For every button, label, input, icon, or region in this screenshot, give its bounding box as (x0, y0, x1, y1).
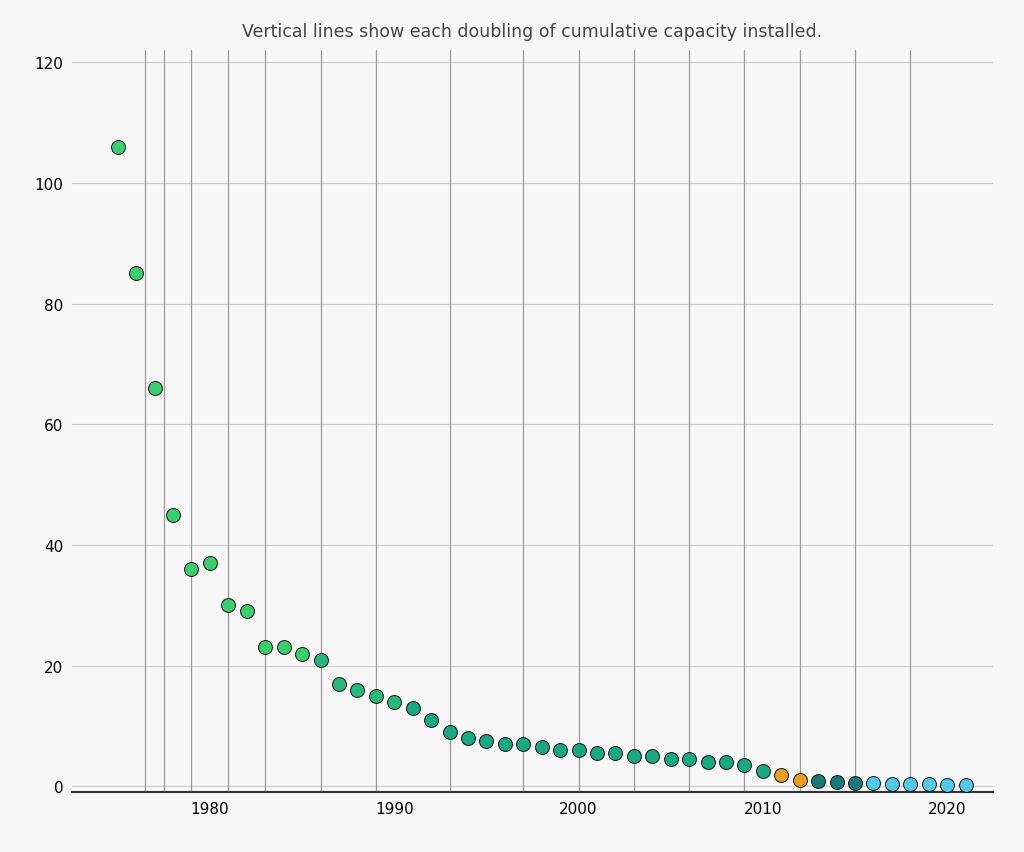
Point (460, 731, 476, 745)
Point (404, 701, 421, 715)
Point (275, 641, 292, 654)
Point (202, 556, 218, 570)
Point (165, 509, 181, 522)
Point (957, 779, 974, 792)
Point (755, 764, 771, 778)
Point (239, 605, 255, 619)
Point (884, 777, 900, 791)
Point (939, 779, 955, 792)
Point (570, 743, 587, 757)
Point (921, 778, 937, 792)
Point (478, 734, 495, 748)
Point (589, 746, 605, 760)
Point (294, 647, 310, 660)
Point (257, 641, 273, 654)
Title: Vertical lines show each doubling of cumulative capacity installed.: Vertical lines show each doubling of cum… (243, 23, 822, 41)
Point (146, 382, 163, 395)
Point (368, 689, 384, 703)
Point (736, 758, 753, 772)
Point (718, 756, 734, 769)
Point (681, 752, 697, 766)
Point (810, 774, 826, 788)
Point (441, 725, 458, 739)
Point (607, 746, 624, 760)
Point (792, 774, 808, 787)
Point (515, 737, 531, 751)
Point (552, 743, 568, 757)
Point (349, 683, 366, 697)
Point (847, 776, 863, 790)
Point (183, 562, 200, 576)
Point (128, 268, 144, 281)
Point (865, 776, 882, 790)
Point (644, 750, 660, 763)
Point (423, 713, 439, 727)
Point (773, 769, 790, 782)
Point (902, 778, 919, 792)
Point (331, 677, 347, 691)
Point (110, 141, 126, 154)
Point (663, 752, 679, 766)
Point (699, 756, 716, 769)
Point (534, 740, 550, 754)
Point (497, 737, 513, 751)
Point (386, 695, 402, 709)
Point (828, 775, 845, 789)
Point (626, 750, 642, 763)
Point (220, 599, 237, 613)
Point (312, 653, 329, 666)
